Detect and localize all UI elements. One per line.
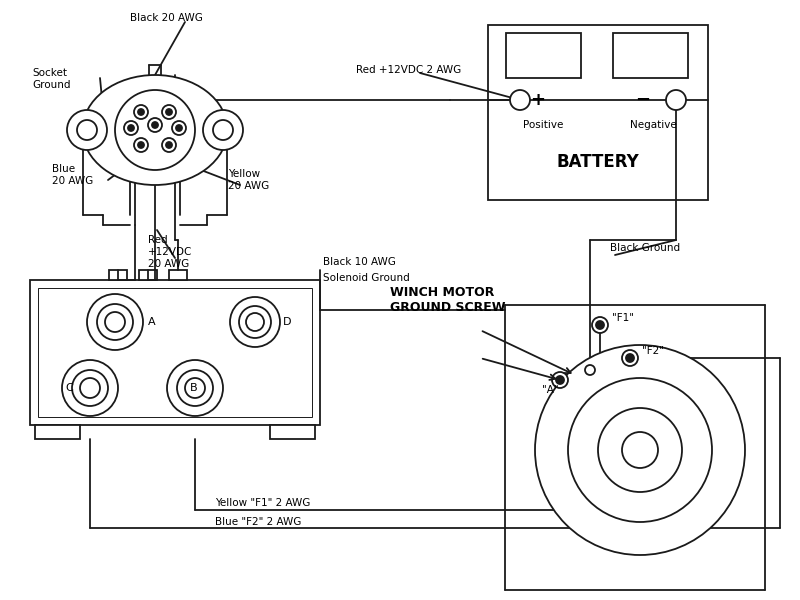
Circle shape: [162, 105, 176, 119]
Circle shape: [246, 313, 264, 331]
Circle shape: [510, 90, 530, 110]
Circle shape: [172, 121, 186, 135]
Circle shape: [152, 122, 158, 128]
Circle shape: [556, 376, 564, 384]
Bar: [35, 425, 80, 439]
Circle shape: [77, 120, 97, 140]
Circle shape: [80, 378, 100, 398]
Circle shape: [62, 360, 118, 416]
Circle shape: [585, 365, 595, 375]
Text: B: B: [190, 383, 198, 393]
Text: Red
+12VDC
20 AWG: Red +12VDC 20 AWG: [148, 235, 192, 269]
Circle shape: [134, 138, 148, 152]
Bar: [109, 270, 127, 280]
Circle shape: [592, 317, 608, 333]
Text: C: C: [65, 383, 73, 393]
Text: "F1": "F1": [612, 313, 634, 323]
Text: Blue
20 AWG: Blue 20 AWG: [52, 164, 94, 186]
Ellipse shape: [82, 75, 227, 185]
Circle shape: [166, 109, 172, 115]
Text: BATTERY: BATTERY: [557, 153, 639, 171]
Circle shape: [213, 120, 233, 140]
Text: Negative: Negative: [630, 120, 676, 130]
Bar: [488, 25, 708, 200]
Circle shape: [162, 138, 176, 152]
Circle shape: [105, 312, 125, 332]
Text: Red +12VDC 2 AWG: Red +12VDC 2 AWG: [356, 65, 462, 75]
Circle shape: [138, 109, 144, 115]
Circle shape: [138, 142, 144, 148]
Circle shape: [115, 90, 195, 170]
Bar: [613, 33, 688, 78]
Circle shape: [535, 345, 745, 555]
Circle shape: [185, 378, 205, 398]
Circle shape: [239, 306, 271, 338]
Text: Yellow
20 AWG: Yellow 20 AWG: [228, 169, 270, 191]
Circle shape: [166, 142, 172, 148]
Circle shape: [134, 105, 148, 119]
Text: Solenoid Ground: Solenoid Ground: [323, 273, 410, 283]
Circle shape: [230, 297, 280, 347]
Circle shape: [622, 350, 638, 366]
Circle shape: [622, 432, 658, 468]
Text: D: D: [283, 317, 291, 327]
Bar: [30, 280, 320, 425]
Text: Positive: Positive: [523, 120, 563, 130]
Circle shape: [128, 125, 134, 131]
Circle shape: [666, 90, 686, 110]
Text: Black Ground: Black Ground: [610, 243, 680, 253]
Circle shape: [177, 370, 213, 406]
Text: +: +: [530, 91, 546, 109]
Circle shape: [148, 118, 162, 132]
Bar: [270, 425, 315, 439]
Text: A: A: [148, 317, 156, 327]
Bar: [506, 33, 581, 78]
Text: Yellow "F1" 2 AWG: Yellow "F1" 2 AWG: [215, 498, 310, 508]
Circle shape: [598, 408, 682, 492]
Text: Black 20 AWG: Black 20 AWG: [130, 13, 203, 23]
Circle shape: [176, 125, 182, 131]
Circle shape: [124, 121, 138, 135]
Bar: [38, 288, 312, 417]
Circle shape: [203, 110, 243, 150]
Circle shape: [87, 294, 143, 350]
Text: "F2": "F2": [642, 346, 664, 356]
Bar: [139, 270, 157, 280]
Bar: [169, 270, 187, 280]
Circle shape: [97, 304, 133, 340]
Circle shape: [67, 110, 107, 150]
Text: Black 10 AWG: Black 10 AWG: [323, 257, 396, 267]
Circle shape: [568, 378, 712, 522]
Text: −: −: [635, 91, 650, 109]
Circle shape: [72, 370, 108, 406]
Text: Blue "F2" 2 AWG: Blue "F2" 2 AWG: [215, 517, 302, 527]
Circle shape: [626, 354, 634, 362]
Text: Socket
Ground: Socket Ground: [32, 68, 70, 89]
Circle shape: [596, 321, 604, 329]
Circle shape: [552, 372, 568, 388]
Circle shape: [167, 360, 223, 416]
Text: WINCH MOTOR
GROUND SCREW: WINCH MOTOR GROUND SCREW: [390, 286, 506, 314]
Text: "A": "A": [542, 385, 558, 395]
